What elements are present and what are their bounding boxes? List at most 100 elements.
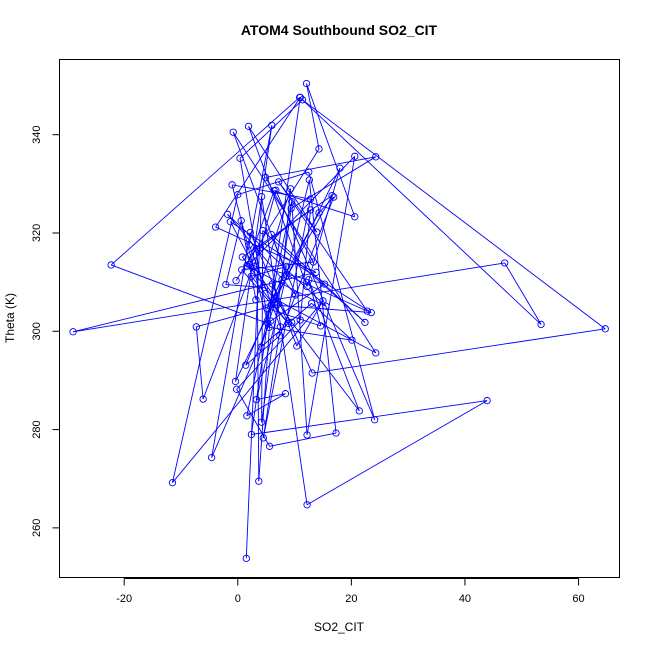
series-segment xyxy=(225,284,265,288)
data-point xyxy=(332,429,340,437)
data-point xyxy=(303,431,311,439)
data-point xyxy=(228,181,236,189)
series-segment xyxy=(215,97,301,228)
data-point xyxy=(298,96,307,104)
data-point xyxy=(267,317,275,325)
series-segment xyxy=(271,304,372,314)
data-point xyxy=(232,385,241,393)
series-segment xyxy=(278,181,368,312)
series-segment xyxy=(269,432,337,447)
data-point xyxy=(306,206,315,214)
data-point xyxy=(348,336,356,344)
data-point xyxy=(601,325,609,333)
data-point xyxy=(242,361,250,369)
data-point xyxy=(276,323,285,331)
data-point xyxy=(288,197,296,206)
data-point xyxy=(256,244,265,252)
series-segment xyxy=(260,302,312,348)
data-point xyxy=(226,218,235,226)
series-segment xyxy=(302,99,606,330)
series-segment xyxy=(290,156,377,209)
series-segment xyxy=(72,262,505,333)
series-segment xyxy=(245,335,281,366)
data-point xyxy=(308,369,316,377)
data-point xyxy=(238,253,246,261)
data-point xyxy=(252,395,261,404)
data-point xyxy=(267,230,275,239)
series-segment xyxy=(266,307,321,327)
y-tick-label: 280 xyxy=(31,420,43,438)
data-point xyxy=(372,349,380,357)
data-point xyxy=(282,262,291,271)
x-tick-label: 60 xyxy=(572,593,584,605)
series-segment xyxy=(236,319,301,390)
series-segment xyxy=(291,201,308,436)
data-point xyxy=(257,343,265,351)
series-segment xyxy=(241,256,279,305)
data-point xyxy=(261,173,270,182)
y-tick-label: 320 xyxy=(31,224,43,242)
series-segment xyxy=(239,99,303,159)
data-point xyxy=(351,152,359,160)
series-segment xyxy=(271,283,298,347)
data-point xyxy=(282,271,291,279)
series-segment xyxy=(265,156,376,178)
data-point xyxy=(238,266,246,274)
data-point xyxy=(244,122,253,130)
data-point xyxy=(315,209,323,217)
series-segment xyxy=(291,322,360,412)
data-point xyxy=(69,328,77,336)
y-tick-label: 300 xyxy=(31,322,43,340)
series-segment xyxy=(232,132,377,354)
data-point xyxy=(257,418,266,426)
data-point xyxy=(270,294,278,303)
series-segment xyxy=(261,196,308,505)
series-segment xyxy=(286,274,368,312)
x-tick-label: 20 xyxy=(345,593,357,605)
data-point xyxy=(305,276,313,284)
series-segment xyxy=(312,328,606,374)
data-point xyxy=(245,260,253,269)
data-point xyxy=(305,168,313,176)
data-point xyxy=(363,307,371,315)
series-segment xyxy=(227,214,297,296)
data-point xyxy=(253,245,261,253)
data-point xyxy=(265,442,274,450)
series-segment xyxy=(230,221,372,313)
data-point xyxy=(268,280,277,288)
data-point xyxy=(243,262,251,270)
data-point xyxy=(242,554,250,562)
series-segment xyxy=(246,265,327,307)
series-segment xyxy=(299,97,542,325)
series-segment xyxy=(275,190,376,420)
data-point xyxy=(312,268,320,276)
series-segment xyxy=(279,196,335,336)
data-point xyxy=(267,301,275,309)
data-point xyxy=(309,258,317,266)
data-point xyxy=(351,213,359,221)
data-point xyxy=(245,241,253,249)
data-point xyxy=(236,154,244,162)
series-segment xyxy=(256,179,310,400)
series-segment xyxy=(172,194,239,483)
x-tick-label: -20 xyxy=(116,593,132,605)
plot-frame xyxy=(59,59,620,578)
data-point xyxy=(259,226,267,235)
data-point xyxy=(367,308,375,317)
data-point xyxy=(501,259,509,267)
data-point xyxy=(281,390,290,398)
data-point xyxy=(247,430,256,439)
data-point xyxy=(255,477,263,485)
series-segment xyxy=(227,213,327,307)
data-point xyxy=(322,302,330,310)
data-point xyxy=(286,185,295,193)
data-point xyxy=(270,187,278,195)
series-segment xyxy=(278,181,318,233)
x-tick-label: 40 xyxy=(459,593,471,605)
data-point xyxy=(321,280,329,288)
data-point xyxy=(231,377,240,386)
series-segment xyxy=(299,209,311,321)
x-axis: -20 0 20 40 60 xyxy=(116,578,585,605)
data-point xyxy=(243,412,251,420)
